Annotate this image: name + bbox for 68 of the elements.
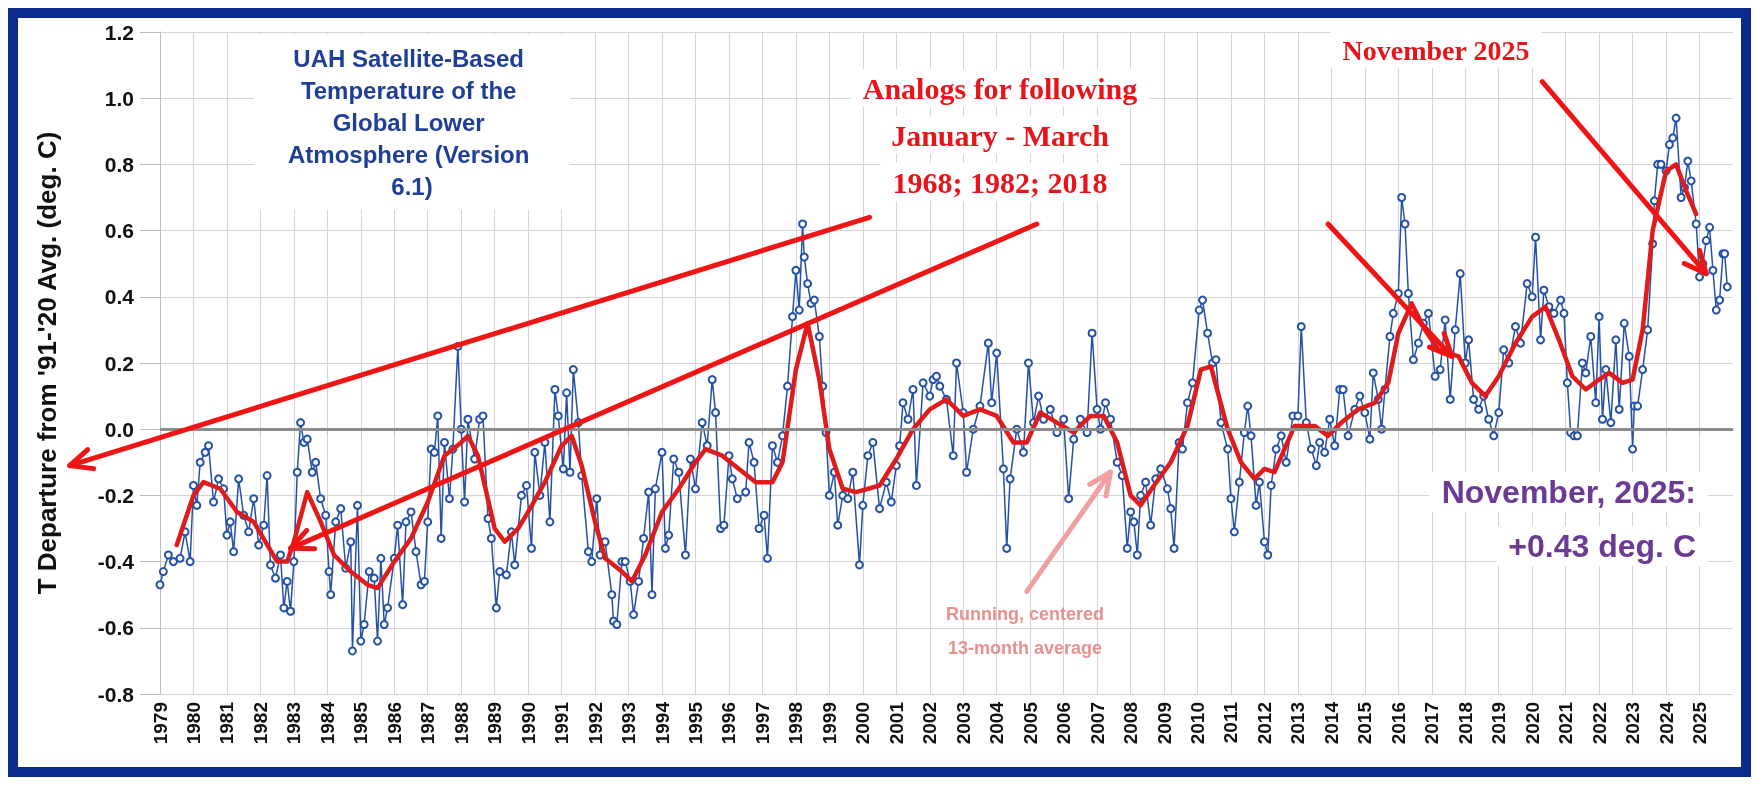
x-tick-label: 2002: [919, 702, 941, 745]
x-tick-label: 1982: [249, 702, 271, 745]
x-tick-label: 2007: [1086, 702, 1108, 745]
x-tick-label: 2000: [852, 702, 874, 745]
text: UAH Satellite-Based Temperature of the Global Lower Atmosphere (Version 6.1): [287, 44, 537, 200]
x-tick-label: 2025: [1689, 701, 1711, 745]
x-tick-label: 2003: [952, 702, 974, 745]
annotation: +0.43 deg. C: [1508, 528, 1696, 564]
x-tick-label: 1980: [182, 702, 204, 745]
y-tick-label: -0.6: [97, 616, 134, 640]
y-tick-label: 0.4: [104, 285, 135, 309]
x-tick-label: 2006: [1053, 702, 1075, 745]
y-tick-label: 1.0: [104, 86, 134, 110]
y-tick-label: -0.2: [97, 483, 134, 507]
annotation: Analogs for following: [862, 71, 1138, 105]
x-tick-label: 1981: [216, 701, 238, 745]
x-tick-label: 2018: [1454, 702, 1476, 745]
y-tick-label: 0.6: [104, 219, 134, 243]
x-tick-label: 1999: [818, 702, 840, 745]
x-tick-label: 2014: [1320, 701, 1342, 745]
x-tick-label: 2016: [1387, 702, 1409, 745]
x-tick-label: 1988: [450, 702, 472, 745]
y-tick-label: 1.2: [104, 20, 134, 44]
x-tick-label: 1995: [684, 701, 706, 745]
y-tick-label: -0.8: [97, 682, 135, 706]
x-tick-label: 1991: [551, 701, 573, 745]
x-tick-label: 1996: [718, 702, 740, 745]
y-tick-label: -0.4: [97, 550, 135, 574]
x-tick-label: 2021: [1555, 701, 1577, 745]
x-tick-label: 2022: [1588, 702, 1610, 745]
x-tick-label: 2008: [1120, 702, 1142, 745]
annotation: 13-month average: [947, 638, 1103, 658]
x-tick-label: 2023: [1622, 702, 1644, 745]
y-tick-label: 0.0: [104, 417, 134, 441]
x-tick-label: 2020: [1521, 702, 1543, 745]
x-tick-label: 2001: [885, 701, 907, 745]
x-tick-label: 1993: [618, 702, 640, 745]
x-tick-label: 2005: [1019, 701, 1041, 745]
x-tick-label: 2013: [1287, 702, 1309, 745]
annotation: November 2025: [1342, 34, 1530, 66]
x-tick-label: 2010: [1187, 702, 1209, 745]
annotation: November, 2025:: [1441, 474, 1696, 510]
x-tick-label: 2012: [1253, 702, 1275, 745]
x-tick-label: 1984: [316, 701, 338, 745]
annotation: Running, centered: [945, 604, 1105, 624]
y-axis-title: T Departure from '91-'20 Avg. (deg. C): [32, 131, 62, 595]
x-tick-label: 1998: [785, 702, 807, 745]
x-tick-label: 2009: [1153, 702, 1175, 745]
x-tick-label: 1989: [484, 702, 506, 745]
annotation: 1968; 1982; 2018: [892, 165, 1108, 199]
x-tick-label: 2011: [1220, 701, 1242, 744]
annotation: January - March: [891, 118, 1110, 152]
x-tick-label: 2024: [1655, 701, 1677, 745]
x-tick-label: 1990: [517, 702, 539, 745]
x-tick-label: 1983: [283, 702, 305, 745]
x-tick-label: 2019: [1488, 702, 1510, 745]
x-tick-label: 2004: [986, 701, 1008, 745]
x-tick-label: 1992: [584, 702, 606, 745]
x-tick-label: 1986: [383, 702, 405, 745]
x-tick-label: 2015: [1354, 701, 1376, 745]
x-tick-label: 1987: [417, 702, 439, 745]
x-tick-label: 1979: [149, 702, 171, 745]
y-tick-label: 0.8: [104, 152, 135, 176]
y-tick-label: 0.2: [104, 351, 134, 375]
x-tick-label: 1997: [751, 702, 773, 745]
x-tick-label: 1994: [651, 701, 673, 745]
x-tick-label: 1985: [350, 701, 372, 745]
x-tick-label: 2017: [1421, 702, 1443, 745]
